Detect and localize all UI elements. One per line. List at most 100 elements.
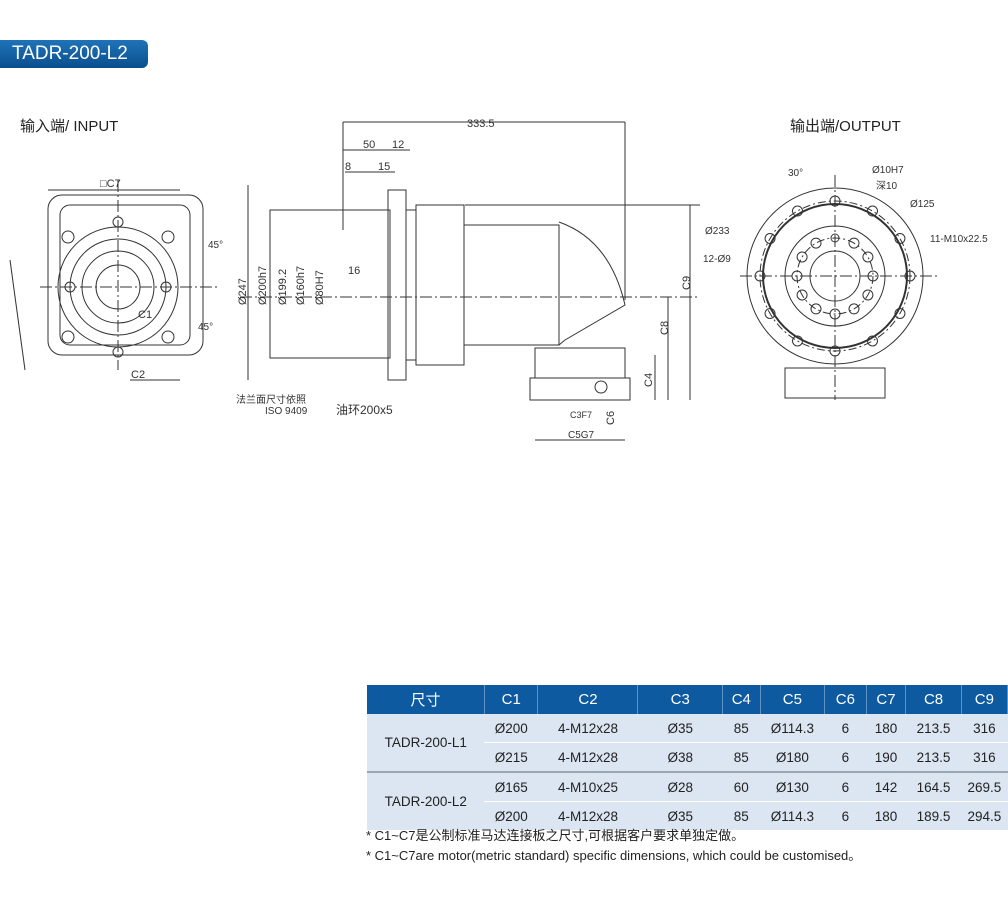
dim-16: 16 xyxy=(348,265,360,277)
table-cell-c3: Ø28 xyxy=(637,771,723,802)
table-cell-c8: 213.5 xyxy=(905,714,962,743)
table-cell-c6: 6 xyxy=(824,801,867,831)
angle-45-a: 45° xyxy=(208,240,223,251)
dim-8: 8 xyxy=(345,161,351,173)
table-cell-c9: 269.5 xyxy=(961,771,1008,802)
table-cell-c2: 4-M10x25 xyxy=(537,771,638,802)
technical-drawing: □C7 C2 C1 45° 45° xyxy=(9,118,988,441)
table-cell-c2: 4-M12x28 xyxy=(537,801,638,831)
input-view: □C7 C2 C1 45° 45° xyxy=(9,178,223,381)
c8-dim: C8 xyxy=(659,321,671,335)
mount-hole xyxy=(754,270,766,282)
mount-hole xyxy=(792,335,803,347)
pin-hole xyxy=(830,233,840,243)
table-cell-c4: 85 xyxy=(722,801,761,831)
table-cell-c5: Ø114.3 xyxy=(760,801,825,831)
table-row: Ø215 4-M12x28 Ø38 85 Ø180 6 190 213.5 316 xyxy=(367,742,1008,773)
table-cell-c5: Ø130 xyxy=(760,771,825,802)
dim-333-5: 333.5 xyxy=(467,118,495,130)
thread-hole xyxy=(867,270,879,282)
thread-hole xyxy=(796,251,808,263)
table-cell-c9: 316 xyxy=(961,742,1008,773)
header-c7: C7 xyxy=(866,685,907,714)
table-cell-c7: 180 xyxy=(866,714,906,743)
thread-hole xyxy=(791,270,803,282)
header-size: 尺寸 xyxy=(367,685,485,714)
table-cell-c1: Ø200 xyxy=(484,801,538,831)
table-cell-c5: Ø114.3 xyxy=(760,714,825,743)
threads-dim: 11-M10x22.5 xyxy=(930,234,988,245)
mount-hole xyxy=(867,335,878,347)
thread-hole xyxy=(848,303,860,315)
note-english: * C1~C7are motor(metric standard) specif… xyxy=(366,848,862,863)
table-cell-c5: Ø180 xyxy=(760,742,825,773)
mount-hole xyxy=(829,345,841,357)
table-cell-c3: Ø38 xyxy=(637,742,723,773)
model-cell: TADR-200-L1 xyxy=(367,714,485,773)
table-cell-c7: 180 xyxy=(866,801,906,831)
holes-dim: 12-Ø9 xyxy=(703,254,731,265)
mount-hole xyxy=(894,308,906,319)
table-cell-c4: 85 xyxy=(722,714,761,743)
c9-dim: C9 xyxy=(681,276,693,290)
thread-hole xyxy=(810,237,822,249)
model-title-badge: TADR-200-L2 xyxy=(0,40,148,68)
c6-dim: C6 xyxy=(605,411,617,425)
c4-dim: C4 xyxy=(643,373,655,387)
thread-hole xyxy=(862,289,874,301)
depth-dim: 深10 xyxy=(876,180,898,192)
table-cell-c1: Ø200 xyxy=(484,714,538,743)
mount-hole xyxy=(764,308,776,319)
table-row: TADR-200-L2 Ø165 4-M10x25 Ø28 60 Ø130 6 142 164.… xyxy=(367,771,1008,831)
dim-80: Ø80H7 xyxy=(314,270,326,305)
input-label: 输入端/ INPUT xyxy=(20,118,119,135)
thread-hole xyxy=(848,237,860,249)
table-cell-c9: 294.5 xyxy=(961,801,1008,831)
iso-note: ISO 9409 xyxy=(265,406,308,417)
table-cell-c1: Ø165 xyxy=(484,771,538,802)
table-cell-c7: 142 xyxy=(866,771,906,802)
table-cell-c9: 316 xyxy=(961,714,1008,743)
dim-247: Ø247 xyxy=(237,278,249,305)
table-row: TADR-200-L1 Ø200 4-M12x28 Ø35 85 Ø114.3 6 180 21… xyxy=(367,714,1008,773)
table-cell-c8: 164.5 xyxy=(905,771,962,802)
table-cell-c6: 6 xyxy=(824,742,867,773)
output-label: 输出端/OUTPUT xyxy=(790,118,901,135)
dim-199-2: Ø199.2 xyxy=(277,269,289,305)
table-cell-c3: Ø35 xyxy=(637,801,723,831)
table-cell-c6: 6 xyxy=(824,771,867,802)
table-cell-c1: Ø215 xyxy=(484,742,538,773)
dimension-table: 尺寸 C1 C2 C3 C4 C5 C6 C7 C8 C9 TADR-200-L… xyxy=(367,685,1008,831)
c2-dim: C2 xyxy=(131,369,145,381)
note-chinese: * C1~C7是公制标准马达连接板之尺寸,可根据客户要求单独定做。 xyxy=(366,828,745,843)
thread-hole xyxy=(810,303,822,315)
mount-hole xyxy=(904,270,916,282)
mount-hole xyxy=(829,195,841,207)
mount-hole xyxy=(764,233,776,244)
dim-12: 12 xyxy=(392,139,404,151)
table-cell-c2: 4-M12x28 xyxy=(537,742,638,773)
mount-hole xyxy=(867,205,878,217)
dim-160: Ø160h7 xyxy=(295,266,307,305)
table-cell-c4: 85 xyxy=(722,742,761,773)
angle-30: 30° xyxy=(788,168,803,179)
header-c2: C2 xyxy=(537,685,639,714)
d125-dim: Ø125 xyxy=(910,199,935,210)
table-cell-c3: Ø35 xyxy=(637,714,723,743)
dim-50: 50 xyxy=(363,139,375,151)
thread-hole xyxy=(796,289,808,301)
header-c4: C4 xyxy=(722,685,761,714)
table-cell-c4: 60 xyxy=(722,771,761,802)
side-view: 333.5 50 12 8 15 16 Ø247 Ø200h7 Ø199.2 Ø… xyxy=(236,118,700,441)
header-c5: C5 xyxy=(760,685,826,714)
thread-hole xyxy=(862,251,874,263)
c5-dim: C5G7 xyxy=(568,430,595,441)
oring-note: 油环200x5 xyxy=(336,403,393,417)
table-cell-c8: 213.5 xyxy=(905,742,962,773)
mount-hole xyxy=(792,205,803,217)
table-cell-c2: 4-M12x28 xyxy=(537,714,638,743)
table-row: Ø200 4-M12x28 Ø35 85 Ø114.3 6 180 189.5 294.5 xyxy=(367,801,1008,831)
table-cell-c8: 189.5 xyxy=(905,801,962,831)
table-cell-c7: 190 xyxy=(866,742,906,773)
